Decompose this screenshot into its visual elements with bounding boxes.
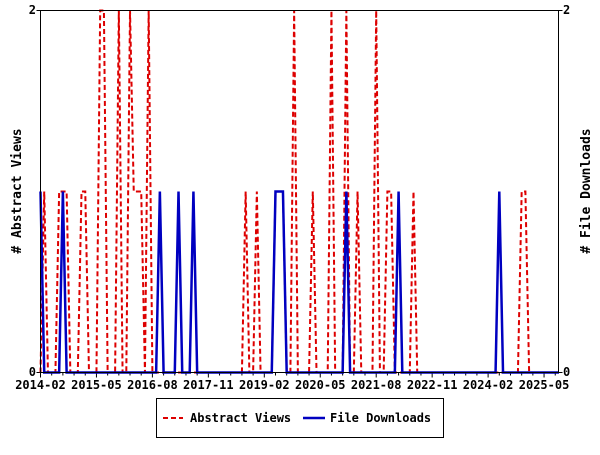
y-left-tick-bottom: 0	[29, 365, 36, 379]
x-tick-label: 2024-02	[463, 378, 514, 392]
x-tick-label: 2020-05	[295, 378, 346, 392]
y-right-tick-top: 2	[563, 3, 570, 17]
legend-box	[156, 398, 444, 438]
x-tick-label: 2016-08	[127, 378, 178, 392]
x-tick-label: 2021-08	[351, 378, 402, 392]
legend-label-abstract-views: Abstract Views	[190, 411, 291, 425]
x-tick-label: 2017-11	[183, 378, 234, 392]
x-tick-label: 2019-02	[239, 378, 290, 392]
series-lines	[39, 9, 559, 374]
y-left-axis-label: # Abstract Views	[10, 128, 25, 253]
x-tick-label: 2022-11	[407, 378, 458, 392]
y-right-axis-label: # File Downloads	[579, 128, 594, 253]
y-right-tick-bottom: 0	[563, 365, 570, 379]
legend-label-file-downloads: File Downloads	[330, 411, 431, 425]
plot-frame	[40, 10, 559, 373]
x-tick-label: 2014-02	[15, 378, 66, 392]
legend: Abstract Views File Downloads	[156, 398, 444, 438]
series-line-abstract-views	[39, 9, 559, 374]
series-line-file-downloads	[39, 190, 559, 374]
x-tick-label: 2015-05	[71, 378, 122, 392]
x-tick-label: 2025-05	[519, 378, 570, 392]
y-left-tick-top: 2	[29, 3, 36, 17]
x-tick-labels: 2014-02 2015-05 2016-08 2017-11 2019-02 2020-…	[15, 378, 569, 392]
